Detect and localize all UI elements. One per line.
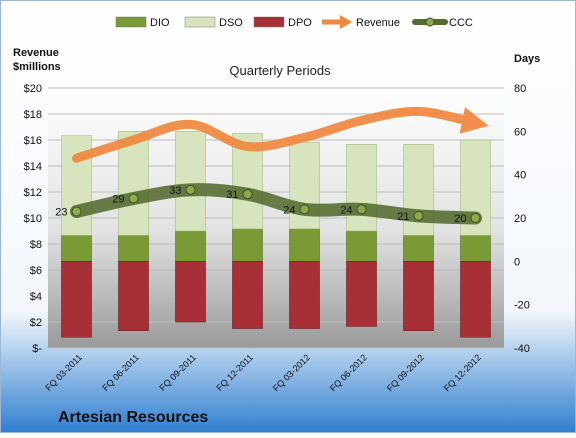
- right-axis-tick: -20: [514, 300, 530, 312]
- ccc-point: [185, 184, 196, 195]
- legend-swatch-dpo: [253, 16, 285, 28]
- bar-dio: [346, 230, 377, 262]
- left-axis-tick: $-: [32, 343, 42, 355]
- legend-label: CCC: [449, 17, 473, 29]
- ccc-data-label: 23: [55, 207, 67, 219]
- bar-dpo: [61, 261, 92, 338]
- ccc-data-label: 24: [340, 204, 352, 216]
- legend-label: DIO: [150, 17, 170, 29]
- bar-dpo: [460, 261, 491, 338]
- bar-dio: [460, 235, 491, 262]
- ccc-data-label: 21: [397, 211, 409, 223]
- left-axis-tick: $20: [24, 83, 42, 95]
- ccc-point: [71, 206, 82, 217]
- bar-dio: [175, 230, 206, 262]
- left-axis-tick: $10: [24, 213, 42, 225]
- ccc-point: [413, 210, 424, 221]
- bar-dpo: [232, 261, 263, 329]
- data-labels: 23 29 33 31 24 24 21 20: [55, 185, 466, 225]
- ccc-point: [470, 213, 481, 223]
- ccc-data-label: 29: [112, 194, 124, 206]
- company-name: Artesian Resources: [58, 409, 208, 426]
- ccc-point: [299, 204, 310, 215]
- right-axis-tick: 40: [514, 170, 526, 182]
- bar-dio: [403, 235, 434, 262]
- bar-dio: [232, 228, 263, 262]
- chart-title: Quarterly Periods: [229, 63, 331, 78]
- legend-label: Revenue: [356, 17, 400, 29]
- left-axis-tick: $14: [24, 161, 42, 173]
- ccc-point: [356, 204, 367, 215]
- right-axis-label: Days: [514, 53, 540, 65]
- left-axis-tick: $12: [24, 187, 42, 199]
- ccc-point: [128, 193, 139, 204]
- legend-swatch-ccc-marker: [425, 17, 435, 27]
- legend-swatch-revenue-arrowhead: [340, 15, 352, 29]
- revenue-line: [72, 106, 489, 163]
- left-axis-tick: $6: [30, 265, 42, 277]
- bar-dpo: [118, 261, 149, 331]
- bar-dpo: [403, 261, 434, 331]
- left-axis-tick: $8: [30, 239, 42, 251]
- right-axis-tick: -40: [514, 343, 530, 355]
- legend-swatch-dio: [115, 16, 147, 28]
- bar-series: [61, 131, 491, 338]
- bar-dso: [346, 144, 377, 232]
- right-axis-tick: 0: [514, 256, 520, 268]
- left-axis-tick: $2: [30, 317, 42, 329]
- left-axis-tick: $18: [24, 109, 42, 121]
- legend-label: DSO: [219, 17, 243, 29]
- bar-dpo: [175, 261, 206, 323]
- bar-dio: [61, 235, 92, 262]
- legend: DIO DSO DPO Revenue CCC: [115, 15, 473, 29]
- legend-label: DPO: [288, 17, 312, 29]
- line-series: [70, 106, 489, 225]
- ccc-point: [242, 189, 253, 200]
- right-axis-tick: 80: [514, 83, 526, 95]
- left-axis-label-line2: $millions: [13, 61, 61, 73]
- bar-dso: [175, 131, 206, 232]
- ccc-data-label: 31: [226, 189, 238, 201]
- left-axis-label-line1: Revenue: [13, 47, 59, 59]
- right-axis-tick: 60: [514, 126, 526, 138]
- left-axis-tick: $16: [24, 135, 42, 147]
- bar-dio: [289, 228, 320, 262]
- ccc-data-label: 33: [169, 185, 181, 197]
- bar-dio: [118, 235, 149, 262]
- legend-swatch-dso: [184, 16, 216, 28]
- ccc-data-label: 24: [283, 204, 295, 216]
- ccc-data-label: 20: [454, 213, 466, 225]
- bar-dpo: [289, 261, 320, 329]
- right-axis-tick: 20: [514, 213, 526, 225]
- left-axis-tick: $4: [30, 291, 42, 303]
- bar-dso: [118, 131, 149, 236]
- bar-dpo: [346, 261, 377, 327]
